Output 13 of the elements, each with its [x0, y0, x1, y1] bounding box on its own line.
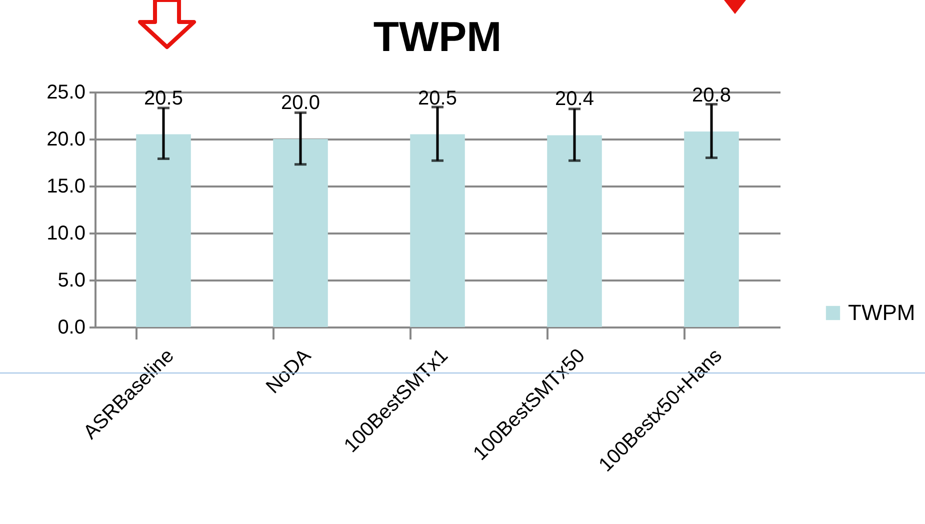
data-label: 20.5	[418, 87, 457, 110]
y-tick-label: 10.0	[46, 222, 86, 244]
y-tick-label: 0.0	[58, 316, 86, 338]
y-tick-label: 20.0	[46, 128, 86, 150]
y-tick-label: 15.0	[46, 176, 86, 198]
legend-label: TWPM	[848, 300, 916, 325]
chart-title: TWPM	[373, 13, 502, 60]
data-label: 20.4	[555, 88, 594, 110]
data-label: 20.5	[144, 87, 183, 110]
y-tick-label: 5.0	[58, 270, 86, 292]
data-label: 20.0	[281, 92, 320, 114]
data-label: 20.8	[692, 84, 731, 106]
y-tick-label: 25.0	[46, 82, 86, 104]
